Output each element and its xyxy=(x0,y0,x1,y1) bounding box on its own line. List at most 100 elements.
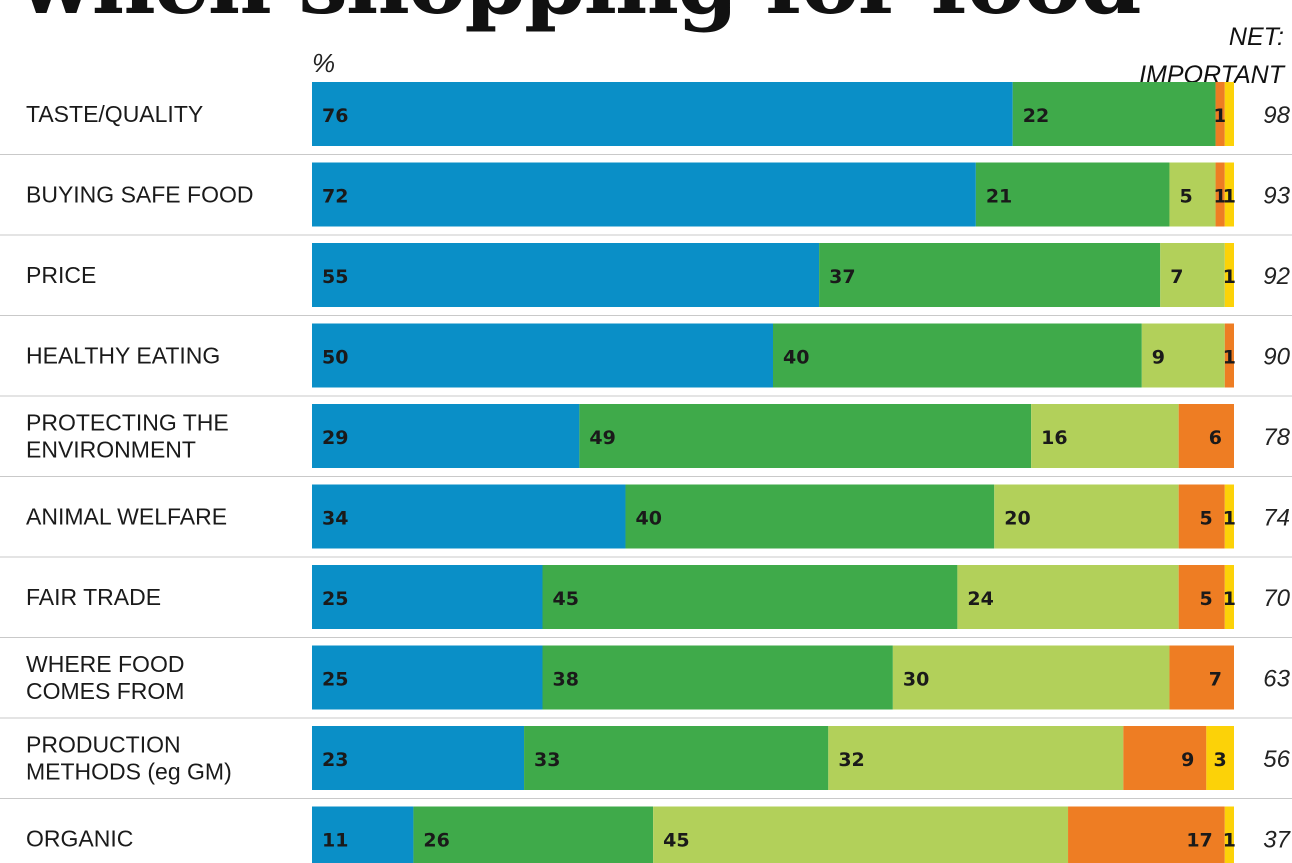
bar-segment xyxy=(312,323,773,388)
bar-segment xyxy=(1123,726,1207,790)
segment-value-label: 7 xyxy=(1170,266,1183,288)
bar-segment xyxy=(524,726,829,790)
bar-segment xyxy=(1224,82,1234,146)
segment-value-label: 50 xyxy=(322,347,348,369)
segment-value-label: 24 xyxy=(967,588,993,610)
bar-segment xyxy=(312,162,976,227)
bar-segment xyxy=(312,404,580,468)
net-important-value: 63 xyxy=(1263,666,1290,693)
segment-value-label: 23 xyxy=(322,749,348,771)
segment-value-label: 3 xyxy=(1214,749,1227,771)
segment-value-label: 45 xyxy=(663,830,689,852)
bar-segment xyxy=(975,162,1170,227)
bar-segment xyxy=(1215,82,1225,146)
bar-segment xyxy=(312,726,525,790)
segment-value-label: 1 xyxy=(1214,186,1227,208)
chart-title: when shopping for food xyxy=(18,0,1142,26)
segment-value-label: 1 xyxy=(1223,588,1236,610)
bar-segment xyxy=(1224,323,1234,388)
segment-value-label: 1 xyxy=(1223,347,1236,369)
segment-value-label: 5 xyxy=(1200,508,1213,530)
category-label: PROTECTING THE ENVIRONMENT xyxy=(26,410,229,463)
bar-segment xyxy=(1160,243,1225,307)
bar-segment xyxy=(1169,645,1234,710)
bar-segment xyxy=(1215,162,1225,227)
segment-value-label: 34 xyxy=(322,508,348,530)
net-important-value: 78 xyxy=(1263,424,1290,451)
category-label: PRICE xyxy=(26,262,96,288)
segment-value-label: 17 xyxy=(1186,830,1212,852)
net-important-value: 74 xyxy=(1263,505,1290,532)
segment-value-label: 21 xyxy=(986,186,1012,208)
bar-segment xyxy=(828,726,1124,790)
bar-segment xyxy=(1224,162,1234,227)
segment-value-label: 1 xyxy=(1223,508,1236,530)
bar-segment xyxy=(1178,484,1225,549)
bar-segment xyxy=(542,645,893,710)
bar-segment xyxy=(312,565,543,629)
net-important-value: 90 xyxy=(1263,344,1290,371)
net-important-value: 70 xyxy=(1263,585,1290,612)
bar-segment xyxy=(312,82,1013,146)
bar-segment xyxy=(312,243,820,307)
bar-segment xyxy=(957,565,1179,629)
bar-segment xyxy=(1224,806,1234,863)
category-label: ORGANIC xyxy=(26,826,133,852)
segment-value-label: 1 xyxy=(1223,266,1236,288)
segment-value-label: 26 xyxy=(423,830,449,852)
segment-value-label: 22 xyxy=(1023,105,1049,127)
segment-value-label: 32 xyxy=(838,749,864,771)
segment-value-label: 5 xyxy=(1200,588,1213,610)
net-important-value: 93 xyxy=(1263,183,1290,210)
category-label: ANIMAL WELFARE xyxy=(26,504,227,530)
segment-value-label: 25 xyxy=(322,669,348,691)
segment-value-label: 16 xyxy=(1041,427,1067,449)
segment-value-label: 55 xyxy=(322,266,348,288)
bar-segment xyxy=(1169,162,1216,227)
bar-segment xyxy=(653,806,1069,863)
category-label: PRODUCTION METHODS (eg GM) xyxy=(26,732,232,785)
category-label: HEALTHY EATING xyxy=(26,343,220,369)
bar-segment xyxy=(312,806,414,863)
segment-value-label: 38 xyxy=(553,669,579,691)
net-important-value: 98 xyxy=(1263,102,1290,129)
bar-segment xyxy=(1031,404,1179,468)
category-label: FAIR TRADE xyxy=(26,584,161,610)
net-important-value: 92 xyxy=(1263,263,1290,290)
segment-value-label: 45 xyxy=(553,588,579,610)
net-important-value: 56 xyxy=(1263,746,1290,773)
net-header-line-1: NET: xyxy=(1228,23,1284,51)
segment-value-label: 6 xyxy=(1209,427,1222,449)
segment-value-label: 20 xyxy=(1004,508,1030,530)
segment-value-label: 1 xyxy=(1223,186,1236,208)
segment-value-label: 76 xyxy=(322,105,348,127)
segment-value-label: 9 xyxy=(1152,347,1165,369)
category-label: BUYING SAFE FOOD xyxy=(26,182,253,208)
bar-segment xyxy=(1178,404,1234,468)
category-label: TASTE/QUALITY xyxy=(26,101,203,127)
segment-value-label: 1 xyxy=(1223,830,1236,852)
unit-label: % xyxy=(312,48,336,78)
bar-segment xyxy=(819,243,1161,307)
segment-value-label: 40 xyxy=(783,347,809,369)
segment-value-label: 33 xyxy=(534,749,560,771)
bar-segment xyxy=(1068,806,1225,863)
segment-value-label: 25 xyxy=(322,588,348,610)
bar-segment xyxy=(892,645,1170,710)
bar-segment xyxy=(542,565,958,629)
net-important-value: 37 xyxy=(1263,827,1291,854)
bar-segment xyxy=(312,484,626,549)
segment-value-label: 7 xyxy=(1209,669,1222,691)
bar-segment xyxy=(1224,565,1234,629)
bar-segment xyxy=(413,806,654,863)
bar-segment xyxy=(773,323,1142,388)
segment-value-label: 11 xyxy=(322,830,348,852)
segment-value-label: 30 xyxy=(903,669,929,691)
segment-value-label: 72 xyxy=(322,186,348,208)
bar-segment xyxy=(1012,82,1216,146)
segment-value-label: 29 xyxy=(322,427,348,449)
bar-segment xyxy=(1178,565,1225,629)
segment-value-label: 49 xyxy=(589,427,615,449)
segment-value-label: 9 xyxy=(1181,749,1194,771)
